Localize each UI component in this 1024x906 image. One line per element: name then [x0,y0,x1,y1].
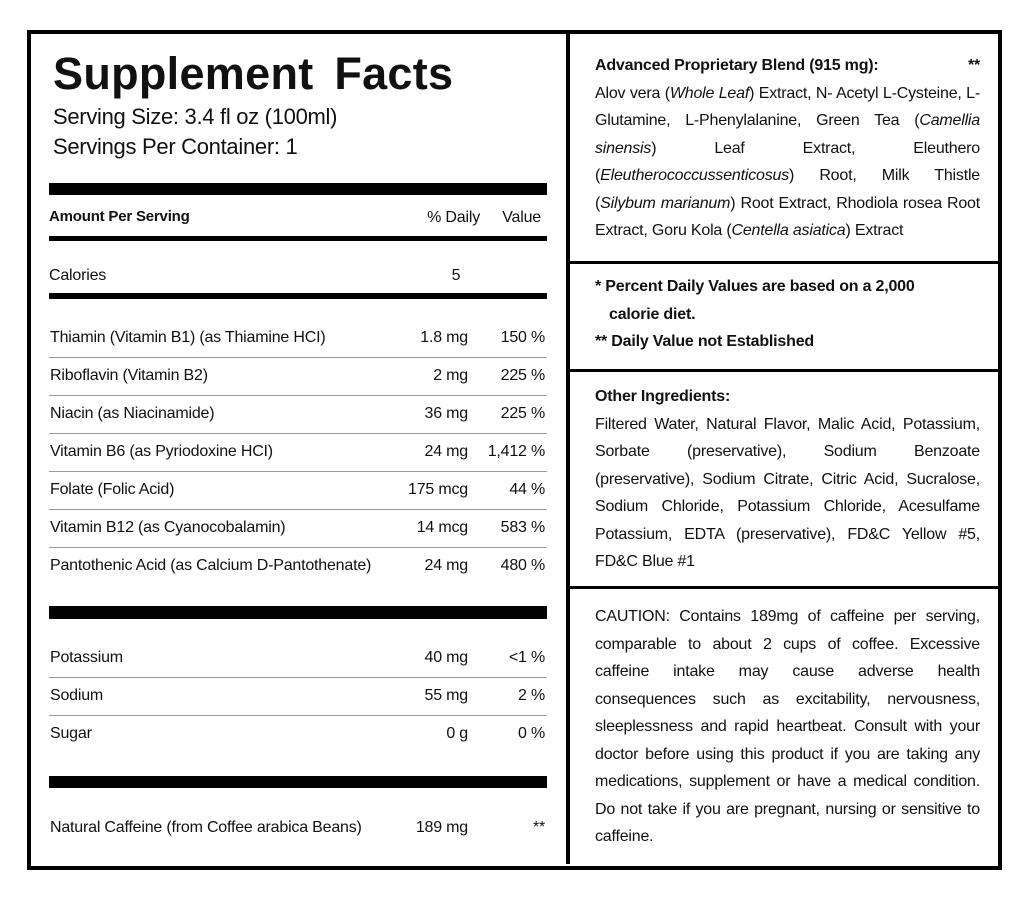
nutrient-name: Thiamin (Vitamin B1) (as Thiamine HCI) [50,329,326,346]
latin-name: Whole Leaf [669,84,750,102]
nutrient-amount: 2 mg [433,367,468,384]
nutrient-daily-value: 583 % [500,519,546,536]
latin-name: Camellia sinensis [595,112,980,157]
thick-rule [49,776,547,788]
latin-name: Silybum marianum [600,194,731,212]
panel-divider [570,586,998,589]
nutrient-name: Sugar [50,725,92,742]
nutrient-amount: 189 mg [415,819,468,836]
nutrient-daily-value: 2 % [518,687,545,704]
text: ) Root Extract, Rhodiola rosea Root Extr… [595,194,980,240]
column-divider [566,32,570,864]
blend-title: Advanced Proprietary Blend (915 mg): [595,57,879,74]
rule [49,236,547,241]
row-separator [49,715,547,716]
nutrient-name: Pantothenic Acid (as Calcium D-Pantothen… [50,557,372,574]
nutrient-amount: 36 mg [424,405,469,422]
latin-name: Eleutherococcussenticosus [600,167,790,184]
nutrient-amount: 14 mcg [416,519,468,536]
nutrient-daily-value: 0 % [518,725,545,742]
text: ) Extract [845,222,904,239]
nutrient-amount: 1.8 mg [420,329,468,346]
latin-name: Centella asiatica [731,222,846,239]
text: Alov vera ( [595,84,670,102]
nutrient-name: Natural Caffeine (from Coffee arabica Be… [50,819,362,836]
label-frame [27,30,1002,870]
column-header: Value [502,209,541,226]
other-ingredients-text: Filtered Water, Natural Flavor, Malic Ac… [595,415,980,571]
nutrient-name: Sodium [50,687,104,704]
blend-marker: ** [967,57,980,74]
nutrient-daily-value: 1,412 % [487,443,546,460]
panel-divider [570,369,998,372]
nutrient-daily-value: <1 % [508,649,545,666]
nutrient-name: Niacin (as Niacinamide) [50,405,215,422]
caution: CAUTION: Contains 189mg of caffeine per … [595,608,980,845]
panel-divider [570,261,998,264]
nutrient-daily-value: 225 % [500,405,546,422]
nutrient-amount: 55 mg [424,687,469,704]
nutrient-name: Potassium [50,649,123,666]
nutrient-amount: 0 g [446,725,468,742]
text: ) Leaf Extract, Eleuthero ( [595,139,980,185]
nutrient-daily-value: ** [532,819,545,836]
rule [49,293,547,299]
row-separator [49,677,547,678]
serving-size: Serving Size: 3.4 fl oz (100ml) [53,104,338,129]
thick-rule [49,606,547,619]
nutrient-name: Riboflavin (Vitamin B2) [50,367,208,384]
row-separator [49,395,547,396]
nutrient-amount: 175 mcg [408,481,468,498]
blend-heading: Advanced Proprietary Blend (915 mg): ** [595,52,980,80]
nutrient-daily-value: 44 % [509,481,545,498]
row-separator [49,357,547,358]
nutrient-amount: 24 mg [424,443,469,460]
blend-text: Alov vera (Whole Leaf) Extract, N- Acety… [595,80,980,245]
column-header: % Daily [427,209,480,226]
nutrient-daily-value: 225 % [500,367,546,384]
notes: * Percent Daily Values are based on a 2,… [595,273,955,356]
nutrient-name: Folate (Folic Acid) [50,481,175,498]
nutrient-name: Vitamin B12 (as Cyanocobalamin) [50,519,286,536]
row-separator [49,547,547,548]
calories-value: 5 [451,267,461,284]
nutrient-daily-value: 150 % [500,329,546,346]
other-ingredients-title: Other Ingredients: [595,388,731,405]
servings-per-container: Servings Per Container: 1 [53,134,298,159]
other-ingredients: Other Ingredients: Filtered Water, Natur… [595,383,980,576]
nutrient-daily-value: 480 % [500,557,546,574]
nutrient-amount: 24 mg [424,557,469,574]
row-separator [49,471,547,472]
column-header: Amount Per Serving [49,208,190,225]
row-separator [49,433,547,434]
title: Supplement Facts [53,48,454,99]
nutrient-name: Vitamin B6 (as Pyriodoxine HCI) [50,443,273,460]
calories-label: Calories [49,267,107,284]
blend-panel: Advanced Proprietary Blend (915 mg): ** … [595,52,980,245]
text: ) Extract, N- Acetyl L-Cysteine, L-Gluta… [595,84,980,130]
row-separator [49,509,547,510]
note: ** Daily Value not Established [595,333,814,350]
thick-rule [49,183,547,195]
nutrient-amount: 40 mg [424,649,469,666]
note: * Percent Daily Values are based on a 2,… [595,278,915,323]
text: ) Root, Milk Thistle ( [595,167,980,212]
